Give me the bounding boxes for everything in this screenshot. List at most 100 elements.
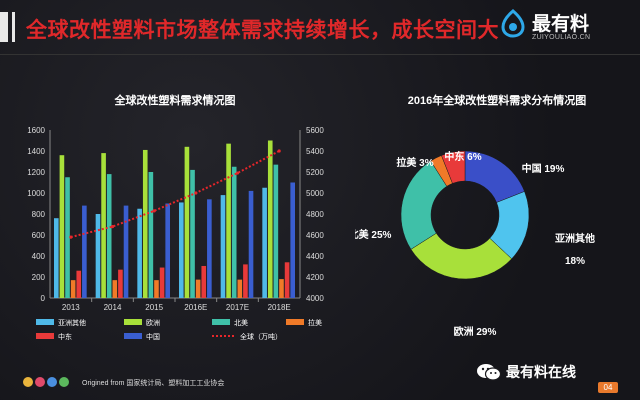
bar [243, 264, 248, 298]
slice-label: 北美 25% [355, 228, 392, 241]
legend-swatch [286, 319, 304, 325]
bar [142, 149, 148, 298]
donut-slice [410, 232, 513, 280]
bar [231, 166, 237, 298]
header-accent-bar-thin [12, 12, 15, 42]
line-point [69, 235, 73, 239]
bar [106, 174, 112, 298]
legend-swatch [36, 333, 54, 339]
slice-label: 中东 6% [444, 150, 481, 163]
chart-title: 2016年全球改性塑料需求分布情况图 [408, 93, 586, 107]
bar [54, 218, 59, 298]
bar [154, 280, 159, 298]
y-tick-right: 5400 [306, 147, 324, 156]
bar [82, 205, 87, 298]
legend-swatch [124, 319, 142, 325]
legend-swatch [36, 319, 54, 325]
bar [267, 140, 273, 298]
line-point [110, 225, 115, 229]
bar [207, 199, 212, 298]
y-tick-left: 1600 [27, 126, 45, 135]
logo-subtitle: ZUIYOULIAO.CN [532, 34, 591, 41]
y-tick-left: 800 [32, 210, 46, 219]
y-tick-left: 1400 [27, 147, 45, 156]
bar [195, 279, 201, 298]
y-tick-left: 0 [41, 294, 46, 303]
line-point [152, 209, 156, 213]
bar [220, 195, 226, 298]
y-tick-right: 4400 [306, 252, 324, 261]
bar [290, 182, 295, 298]
footer-dot [35, 377, 45, 387]
bar [112, 280, 118, 298]
bar [279, 279, 284, 298]
y-tick-right: 4600 [306, 231, 324, 240]
slice-label-value: 18% [565, 256, 585, 267]
bar [148, 172, 154, 298]
slice-label: 欧洲 29% [454, 325, 497, 338]
wechat-icon [477, 364, 502, 381]
legend-label: 拉美 [308, 318, 322, 327]
x-tick-label: 2017E [226, 303, 249, 312]
bar [190, 169, 195, 298]
bar [179, 202, 184, 298]
bar [201, 265, 207, 298]
bar [76, 270, 82, 298]
y-tick-right: 4000 [306, 294, 324, 303]
legend-label: 亚洲其他 [58, 318, 86, 327]
slice-label: 中国 19% [522, 162, 565, 175]
bar [137, 208, 142, 298]
y-tick-right: 5000 [306, 189, 324, 198]
source-note: Origined from 国家统计局、塑料加工工业协会 [82, 380, 225, 387]
header-accent-bar [0, 12, 8, 42]
y-tick-right: 5600 [306, 126, 324, 135]
x-tick-label: 2015 [145, 303, 163, 312]
wechat-account: 最有料在线 [476, 360, 606, 382]
page-title: 全球改性塑料市场整体需求持续增长，成长空间大 [26, 19, 499, 42]
legend-label: 中东 [58, 332, 72, 341]
footer-dots-logo [23, 377, 69, 387]
footer-dot [47, 377, 57, 387]
y-tick-left: 1200 [27, 168, 45, 177]
x-tick-label: 2016E [184, 303, 207, 312]
slice-label: 亚洲其他 [555, 232, 595, 245]
bar [101, 153, 106, 298]
bar [184, 146, 190, 298]
donut-slice [400, 160, 448, 250]
y-tick-left: 400 [32, 252, 46, 261]
x-tick-label: 2013 [62, 303, 80, 312]
legend-swatch [212, 319, 230, 325]
bar [262, 187, 267, 298]
bar [273, 164, 279, 298]
y-tick-right: 5200 [306, 168, 324, 177]
line-point [194, 191, 198, 195]
bar [284, 262, 290, 298]
bar [123, 205, 129, 298]
x-tick-label: 2014 [104, 303, 122, 312]
legend-label: 欧洲 [146, 318, 160, 327]
legend-label: 北美 [234, 318, 248, 327]
bar [165, 203, 170, 298]
legend-label: 全球（万吨） [240, 332, 282, 341]
chart-title: 全球改性塑料需求情况图 [114, 93, 236, 107]
x-tick-label: 2018E [268, 303, 291, 312]
line-point [235, 171, 240, 175]
bar [159, 267, 165, 298]
wechat-name: 最有料在线 [506, 364, 576, 380]
demand-bar-chart: 全球改性塑料需求情况图 0 200 400 600 800 1000 1200 1400 1600… [27, 93, 324, 341]
page-number: 04 [598, 382, 618, 393]
bar [226, 143, 231, 298]
bar [118, 269, 123, 298]
header-divider [0, 54, 640, 55]
bar [70, 280, 76, 298]
bar [65, 177, 70, 298]
donut-slice [441, 150, 466, 184]
legend-swatch [124, 333, 142, 339]
bar [237, 279, 243, 298]
footer-dot [23, 377, 33, 387]
bar [248, 190, 254, 298]
footer-dot [59, 377, 69, 387]
legend-label: 中国 [146, 332, 160, 341]
bar [59, 155, 65, 298]
